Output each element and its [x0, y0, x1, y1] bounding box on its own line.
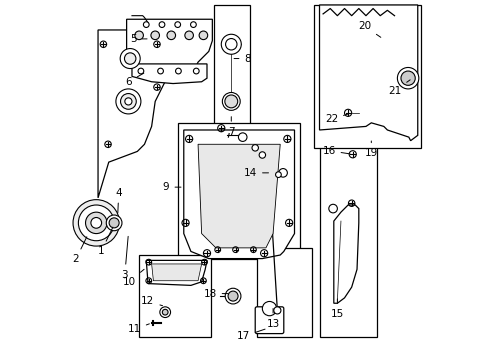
Text: 12: 12	[141, 296, 162, 306]
Polygon shape	[98, 30, 165, 198]
FancyBboxPatch shape	[255, 307, 283, 334]
Circle shape	[259, 152, 265, 158]
Text: 11: 11	[127, 324, 149, 334]
Circle shape	[221, 34, 241, 54]
Circle shape	[120, 49, 140, 68]
Text: 4: 4	[115, 188, 122, 213]
Circle shape	[138, 68, 143, 74]
Circle shape	[78, 205, 114, 241]
Circle shape	[225, 288, 241, 304]
Circle shape	[166, 31, 175, 40]
Circle shape	[238, 133, 246, 141]
Circle shape	[251, 145, 258, 151]
Circle shape	[106, 215, 122, 231]
Circle shape	[85, 212, 107, 234]
Text: 3: 3	[122, 237, 128, 280]
Polygon shape	[146, 260, 206, 285]
Polygon shape	[151, 264, 201, 281]
Circle shape	[262, 301, 276, 316]
Circle shape	[121, 94, 136, 109]
Text: 21: 21	[387, 80, 409, 96]
Circle shape	[222, 93, 240, 111]
Circle shape	[275, 172, 281, 177]
Circle shape	[278, 168, 287, 177]
Polygon shape	[198, 144, 280, 248]
Circle shape	[175, 68, 181, 74]
Circle shape	[190, 22, 196, 27]
Text: 18: 18	[203, 289, 228, 298]
Circle shape	[193, 68, 199, 74]
Text: 10: 10	[122, 269, 144, 287]
Circle shape	[124, 53, 136, 64]
Text: 13: 13	[266, 309, 279, 329]
Bar	[178, 123, 299, 258]
Circle shape	[116, 89, 141, 114]
Text: 19: 19	[364, 141, 377, 158]
Bar	[319, 137, 376, 337]
Circle shape	[73, 200, 119, 246]
Circle shape	[157, 68, 163, 74]
Circle shape	[151, 31, 159, 40]
Circle shape	[397, 67, 418, 89]
Bar	[326, 96, 383, 105]
Text: 8: 8	[234, 54, 251, 64]
Circle shape	[91, 217, 102, 228]
Circle shape	[135, 31, 143, 40]
Circle shape	[328, 204, 337, 213]
Polygon shape	[333, 205, 358, 303]
Text: 6: 6	[125, 73, 143, 87]
Polygon shape	[126, 19, 212, 76]
Circle shape	[162, 309, 168, 315]
Circle shape	[160, 307, 170, 318]
Circle shape	[224, 95, 237, 108]
Text: 16: 16	[322, 146, 349, 156]
Text: 20: 20	[357, 21, 380, 37]
Text: 9: 9	[163, 182, 181, 192]
Polygon shape	[132, 64, 206, 84]
Bar	[326, 67, 383, 76]
Circle shape	[225, 39, 237, 50]
Bar	[257, 248, 312, 337]
Text: 22: 22	[324, 114, 348, 124]
Bar	[214, 5, 249, 155]
Text: 7: 7	[227, 117, 234, 137]
Circle shape	[273, 307, 281, 314]
Circle shape	[159, 22, 164, 27]
Circle shape	[175, 22, 180, 27]
Text: 5: 5	[130, 34, 147, 44]
Text: 14: 14	[243, 168, 268, 178]
Text: 15: 15	[330, 299, 343, 319]
Circle shape	[124, 98, 132, 105]
Bar	[326, 82, 383, 91]
Bar	[139, 255, 210, 337]
Circle shape	[227, 291, 238, 301]
Circle shape	[400, 71, 414, 85]
Circle shape	[143, 22, 149, 27]
Circle shape	[199, 31, 207, 40]
Polygon shape	[319, 5, 417, 141]
Circle shape	[109, 218, 119, 228]
Circle shape	[184, 31, 193, 40]
Text: 17: 17	[236, 329, 264, 342]
Text: 2: 2	[72, 237, 87, 264]
Polygon shape	[183, 130, 294, 258]
Text: 1: 1	[98, 227, 113, 256]
Bar	[313, 5, 421, 148]
